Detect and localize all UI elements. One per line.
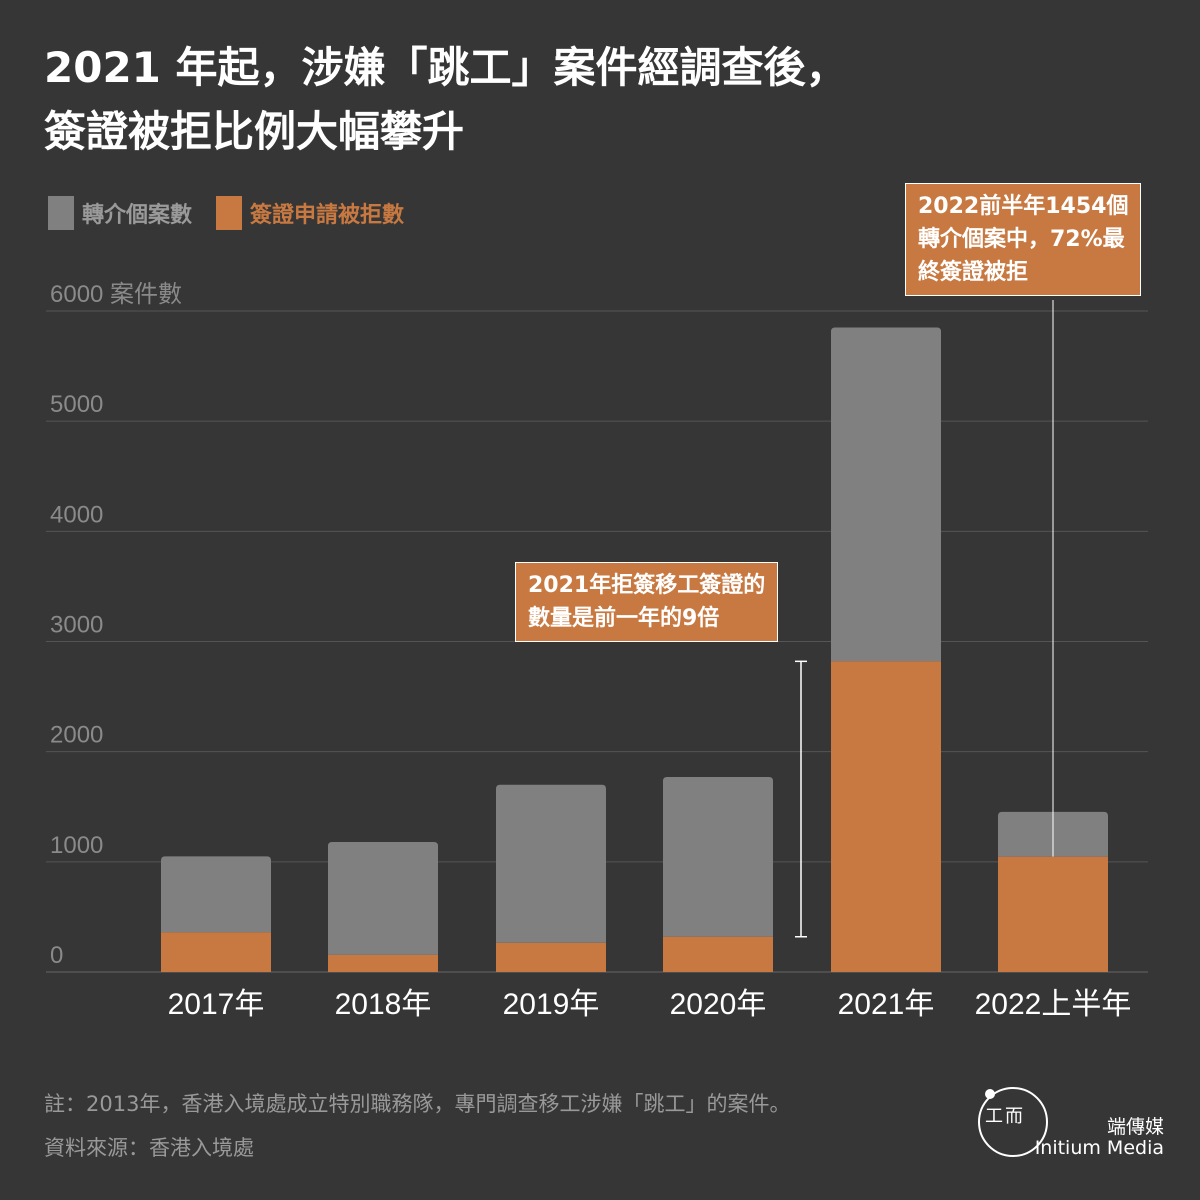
- bar-referrals: [328, 842, 438, 955]
- source-note: 資料來源：香港入境處: [44, 1136, 254, 1160]
- x-tick-label: 2017年: [168, 988, 265, 1021]
- y-tick-label: 0: [50, 942, 63, 969]
- brand-name-en: Initium Media: [1034, 1137, 1164, 1159]
- legend-swatch-rejected: [216, 196, 243, 230]
- annotation-2022: 2022前半年1454個 轉介個案中，72%最 終簽證被拒: [905, 183, 1142, 296]
- legend-label-referrals: 轉介個案數: [82, 203, 193, 228]
- annotation-2021: 2021年拒簽移工簽證的 數量是前一年的9倍: [515, 562, 779, 642]
- x-tick-label: 2019年: [503, 988, 600, 1021]
- x-tick-label: 2021年: [838, 988, 935, 1021]
- bar-rejected: [161, 932, 271, 972]
- svg-text:而: 而: [1005, 1106, 1023, 1127]
- brand-name-zh: 端傳媒: [1106, 1116, 1164, 1138]
- title-line-1: 2021 年起，涉嫌「跳工」案件經調查後，: [44, 43, 848, 92]
- y-tick-label: 4000: [50, 501, 103, 528]
- chart-title: 2021 年起，涉嫌「跳工」案件經調查後， 簽證被拒比例大幅攀升: [44, 36, 848, 164]
- bar-referrals: [496, 784, 606, 943]
- y-tick-label: 5000: [50, 391, 103, 418]
- bar-rejected: [663, 936, 773, 972]
- annotation-2022-line2: 轉介個案中，72%最: [918, 227, 1125, 252]
- bar-referrals: [831, 327, 941, 662]
- title-line-2: 簽證被拒比例大幅攀升: [44, 107, 465, 156]
- annotation-2022-line3: 終簽證被拒: [918, 260, 1029, 285]
- bar-rejected: [328, 954, 438, 972]
- bar-referrals: [161, 856, 271, 933]
- annotation-2022-line1: 2022前半年1454個: [918, 194, 1129, 219]
- x-tick-label: 2020年: [670, 988, 767, 1021]
- annotation-2021-line1: 2021年拒簽移工簽證的: [528, 573, 766, 598]
- bar-referrals: [663, 777, 773, 937]
- bar-rejected: [998, 856, 1108, 972]
- svg-text:工: 工: [985, 1106, 1003, 1127]
- y-tick-label: 1000: [50, 832, 103, 859]
- y-tick-label: 6000 案件數: [50, 281, 182, 308]
- annotation-2021-line2: 數量是前一年的9倍: [528, 606, 720, 631]
- y-tick-label: 2000: [50, 722, 103, 749]
- bar-rejected: [496, 942, 606, 972]
- x-tick-label: 2018年: [335, 988, 432, 1021]
- legend: 轉介個案數 簽證申請被拒數: [48, 196, 428, 230]
- footnote: 註：2013年，香港入境處成立特別職務隊，專門調查移工涉嫌「跳工」的案件。: [44, 1092, 791, 1116]
- y-tick-label: 3000: [50, 612, 103, 639]
- initium-logo-icon: 工 而: [978, 1087, 1048, 1157]
- legend-swatch-referrals: [48, 196, 74, 230]
- bar-rejected: [831, 661, 941, 972]
- x-tick-label: 2022上半年: [975, 988, 1132, 1021]
- legend-label-rejected: 簽證申請被拒數: [250, 203, 405, 228]
